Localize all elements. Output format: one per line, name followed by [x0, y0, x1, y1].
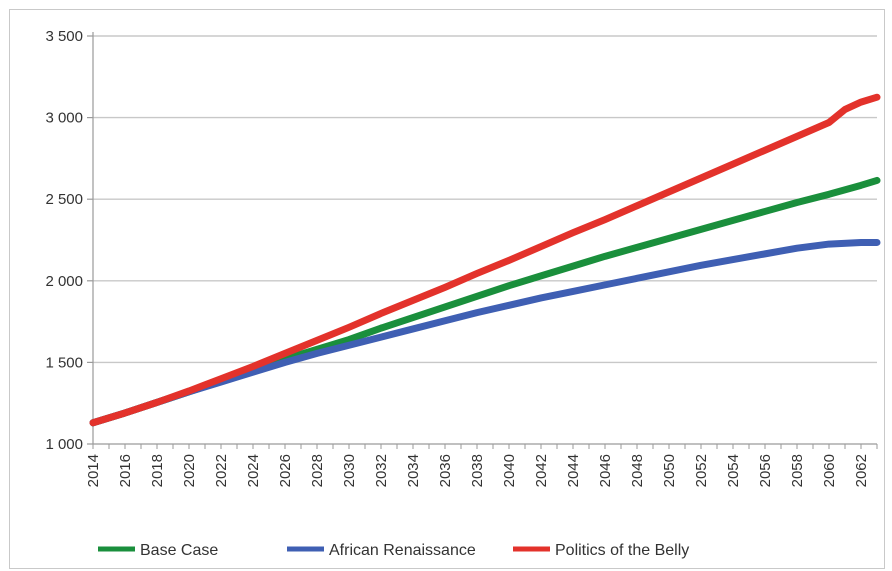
y-tick-label: 1 000	[45, 436, 83, 453]
chart-frame: 1 000 1 500 2 000 2 500 3 000 3 500 2014 2016 2…	[9, 9, 885, 569]
x-tick-label: 2038	[469, 454, 486, 487]
x-tick-label: 2032	[373, 454, 390, 487]
x-tick-label: 2044	[565, 454, 582, 487]
x-tick-label: 2022	[213, 454, 230, 487]
y-tick-label: 3 500	[45, 28, 83, 45]
x-tick-label: 2060	[821, 454, 838, 487]
x-tick-label: 2014	[85, 454, 102, 487]
y-tick-label: 1 500	[45, 354, 83, 371]
x-tick-label: 2062	[853, 454, 870, 487]
x-tick-label: 2028	[309, 454, 326, 487]
series-lines	[89, 93, 881, 427]
x-tick-label: 2056	[757, 454, 774, 487]
y-axis-ticks: 1 000 1 500 2 000 2 500 3 000 3 500	[45, 28, 93, 453]
y-tick-label: 2 000	[45, 273, 83, 290]
series-line-politics-of-the-belly	[89, 93, 881, 427]
x-tick-label: 2050	[661, 454, 678, 487]
x-tick-label: 2026	[277, 454, 294, 487]
x-tick-label: 2018	[149, 454, 166, 487]
x-tick-label: 2016	[117, 454, 134, 487]
legend-label-african-renaissance: African Renaissance	[329, 542, 476, 559]
x-tick-label: 2036	[437, 454, 454, 487]
x-tick-label: 2058	[789, 454, 806, 487]
x-tick-label: 2024	[245, 454, 262, 487]
x-tick-label: 2048	[629, 454, 646, 487]
x-tick-label: 2020	[181, 454, 198, 487]
x-tick-label: 2042	[533, 454, 550, 487]
x-tick-label: 2046	[597, 454, 614, 487]
x-tick-label: 2054	[725, 454, 742, 487]
y-tick-label: 3 000	[45, 110, 83, 127]
x-axis-ticks: 2014 2016 2018 2020 2022 2024 2026 2028 2030 2032…	[85, 444, 878, 487]
legend: Base Case African Renaissance Politics of …	[98, 542, 689, 559]
axes	[92, 32, 877, 445]
x-tick-label: 2040	[501, 454, 518, 487]
legend-label-base-case: Base Case	[140, 542, 218, 559]
x-tick-label: 2052	[693, 454, 710, 487]
gridlines	[93, 35, 877, 364]
legend-label-politics-of-the-belly: Politics of the Belly	[555, 542, 689, 559]
y-tick-label: 2 500	[45, 191, 83, 208]
x-tick-label: 2034	[405, 454, 422, 487]
x-tick-label: 2030	[341, 454, 358, 487]
